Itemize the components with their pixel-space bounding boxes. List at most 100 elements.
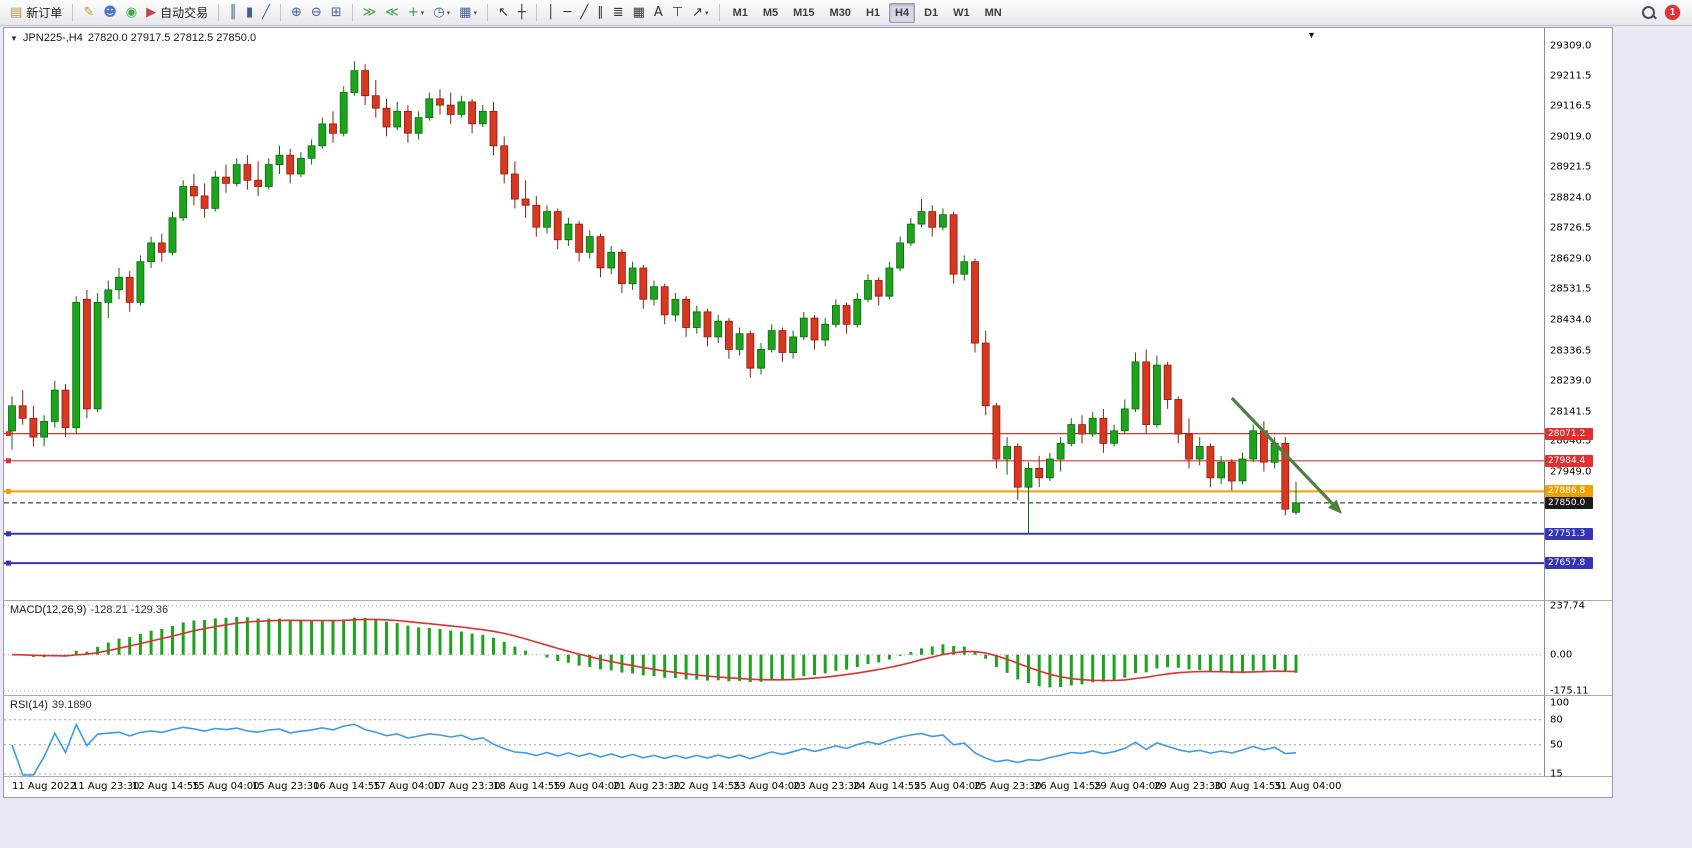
tile-windows-icon: ⊞ xyxy=(330,5,342,20)
cursor-icon: ↖ xyxy=(497,5,509,20)
chevron-down-icon: ▾ xyxy=(420,8,425,17)
chart-shift-button[interactable]: ≪ xyxy=(381,1,403,24)
period-button[interactable]: ◷ ▾ xyxy=(429,1,454,24)
toolbar-separator xyxy=(718,4,720,21)
symbol-title: JPN225-,H4 xyxy=(22,32,83,44)
time-axis[interactable]: 11 Aug 2022 11 Aug 23:30 12 Aug 14:55 15 Au… xyxy=(4,777,1612,797)
price-axis-label: 28239.0 xyxy=(1550,375,1592,387)
time-axis-label: 25 Aug 04:00 xyxy=(914,781,982,792)
macd-signal-line xyxy=(11,618,1297,682)
price-axis-label: 28531.5 xyxy=(1550,283,1592,295)
price-axis-label: 27949.0 xyxy=(1550,466,1592,478)
timeframe-M1[interactable]: M1 xyxy=(732,6,748,19)
hline-27751.3[interactable] xyxy=(4,531,1544,537)
lens-handle xyxy=(1652,14,1657,19)
timeframe-D1[interactable]: D1 xyxy=(924,6,939,19)
hline-27984.4[interactable] xyxy=(4,458,1544,464)
zoom-out-button[interactable]: ⊖ xyxy=(307,1,326,24)
chart-shift-marker[interactable]: ▼ xyxy=(1307,30,1316,40)
price-tag-27886.8: 27886.8 xyxy=(1545,485,1593,498)
fibonacci-button[interactable]: ≣ xyxy=(609,1,628,24)
price-axis-label: 28141.5 xyxy=(1550,406,1592,418)
macd-panel[interactable]: 237.74 0.00 -175.11 MACD(12,26,9) -128.21 -… xyxy=(4,600,1612,697)
trend-arrow[interactable] xyxy=(1230,396,1342,514)
period-icon: ◷ xyxy=(433,5,445,20)
candlestick-chart-button[interactable]: ▮ xyxy=(242,1,257,24)
time-axis-label: 23 Aug 04:00 xyxy=(733,781,801,792)
price-axis[interactable]: 29309.0 29211.5 29116.5 29019.0 28921.5 28824… xyxy=(1544,28,1612,600)
equidistant-channel-button[interactable]: ∥ xyxy=(593,1,608,24)
trendline-button[interactable]: ╱ xyxy=(576,1,592,24)
text-label-button[interactable]: ⊤ xyxy=(668,1,687,24)
time-axis-label: 24 Aug 14:55 xyxy=(853,781,921,792)
macd-name: MACD(12,26,9) xyxy=(10,604,87,616)
vertical-line-button[interactable]: │ xyxy=(543,1,559,24)
time-axis-label: 29 Aug 23:30 xyxy=(1154,781,1222,792)
zoom-in-button[interactable]: ⊕ xyxy=(287,1,306,24)
bar-chart-button[interactable]: ║ xyxy=(225,1,241,24)
time-axis-label: 16 Aug 14:55 xyxy=(313,781,381,792)
macd-axis-label: -175.11 xyxy=(1550,685,1589,697)
auto-scroll-button[interactable]: ≫ xyxy=(359,1,381,24)
timeframe-W1[interactable]: W1 xyxy=(953,6,970,19)
rsi-line xyxy=(11,722,1297,776)
timeframe-H4[interactable]: H4 xyxy=(889,2,916,23)
rsi-axis[interactable]: 100 80 50 15 xyxy=(1544,696,1612,780)
toolbar-separator xyxy=(351,4,353,21)
line-chart-button[interactable]: ╱ xyxy=(258,1,274,24)
price-plot[interactable] xyxy=(4,28,1544,600)
lens-circle xyxy=(1642,5,1655,19)
time-axis-label: 12 Aug 14:55 xyxy=(132,781,200,792)
macd-label: MACD(12,26,9) -128.21 -129.36 xyxy=(10,604,168,616)
hline-27886.8[interactable] xyxy=(4,488,1544,494)
time-axis-label: 15 Aug 23:30 xyxy=(252,781,320,792)
notification-badge[interactable]: 1 xyxy=(1665,5,1680,20)
time-axis-label: 18 Aug 14:55 xyxy=(493,781,561,792)
community-icon[interactable]: ☻ xyxy=(99,1,121,24)
crosshair-button[interactable]: ┼ xyxy=(514,1,530,24)
rsi-name: RSI(14) xyxy=(10,699,48,711)
equidistant-channel-icon: ∥ xyxy=(597,5,604,20)
timeframe-M30[interactable]: M30 xyxy=(829,6,851,19)
price-axis-label: 28046.5 xyxy=(1550,435,1592,447)
search-icon[interactable] xyxy=(1641,5,1657,21)
cursor-button[interactable]: ↖ xyxy=(494,1,513,24)
time-axis-label: 17 Aug 23:30 xyxy=(433,781,501,792)
price-axis-label: 28824.0 xyxy=(1550,192,1592,204)
hline-27657.8[interactable] xyxy=(4,560,1544,566)
rsi-panel[interactable]: 100 80 50 15 RSI(14) 39.1890 xyxy=(4,696,1612,780)
timeframe-M15[interactable]: M15 xyxy=(793,6,815,19)
rsi-label: RSI(14) 39.1890 xyxy=(10,699,92,711)
chevron-down-icon: ▾ xyxy=(473,8,477,17)
market-news-icon[interactable]: ◉ xyxy=(122,1,141,24)
market-news-icon-icon: ◉ xyxy=(125,5,138,20)
rsi-axis-label: 80 xyxy=(1550,714,1563,726)
macd-axis[interactable]: 237.74 0.00 -175.11 xyxy=(1544,600,1612,697)
timeframe-MN[interactable]: MN xyxy=(984,6,1002,19)
arrows-button[interactable]: ↗ ▾ xyxy=(688,1,712,24)
macd-histogram xyxy=(21,616,1298,688)
horizontal-line-button[interactable]: ─ xyxy=(560,1,576,24)
shapes-button[interactable]: ▦ xyxy=(629,1,649,24)
macd-plot[interactable] xyxy=(4,601,1544,695)
new-order-button[interactable]: ▤ 新订单 xyxy=(6,1,66,24)
price-axis-label: 29019.0 xyxy=(1550,131,1592,143)
rsi-plot[interactable] xyxy=(4,696,1544,776)
indicators-button[interactable]: + ▾ xyxy=(404,1,428,24)
price-panel[interactable]: 29309.0 29211.5 29116.5 29019.0 28921.5 28824… xyxy=(4,28,1612,601)
algo-trading-button[interactable]: ▶ 自动交易 xyxy=(142,1,212,24)
community-icon-icon: ☻ xyxy=(103,5,117,20)
timeframe-M5[interactable]: M5 xyxy=(762,6,779,19)
time-axis-label: 31 Aug 04:00 xyxy=(1274,781,1342,792)
text-label-icon: ⊤ xyxy=(671,5,684,20)
timeframe-H1[interactable]: H1 xyxy=(865,6,880,19)
price-axis-label: 28629.0 xyxy=(1550,253,1592,265)
mql5-wizard-icon[interactable]: ✎ xyxy=(79,1,98,24)
arrows-icon: ↗ xyxy=(692,5,704,20)
tile-windows-button[interactable]: ⊞ xyxy=(327,1,346,24)
templates-button[interactable]: ▦ ▾ xyxy=(455,1,481,24)
collapse-triangle-icon[interactable]: ▼ xyxy=(10,33,18,43)
text-button[interactable]: A xyxy=(650,1,667,24)
hline-28071.2[interactable] xyxy=(4,431,1544,437)
price-axis-label: 28726.5 xyxy=(1550,222,1592,234)
